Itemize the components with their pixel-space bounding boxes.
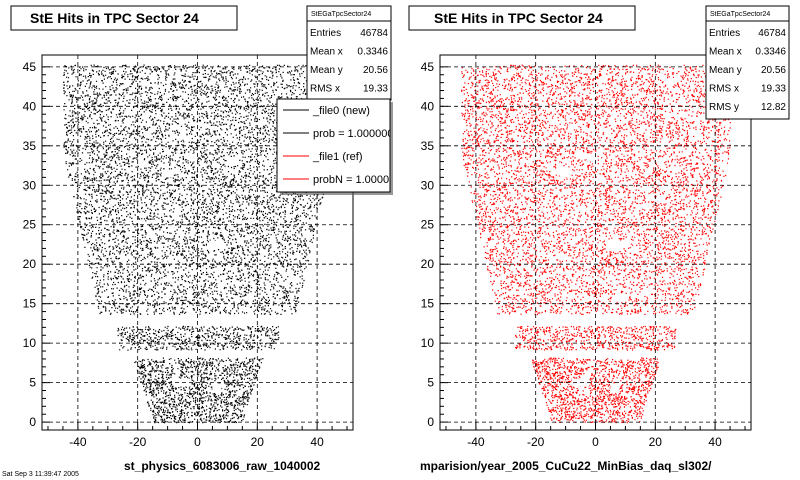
legend-label: _file1 (ref) xyxy=(312,151,363,163)
dead-pad-gap xyxy=(209,240,225,249)
stats-value: 19.33 xyxy=(363,84,388,95)
y-tick-label: 20 xyxy=(23,257,37,271)
left-title: StE Hits in TPC Sector 24 xyxy=(30,10,199,26)
stats-value: 12.82 xyxy=(761,102,786,113)
right-title-box xyxy=(408,5,636,31)
y-tick-label: 40 xyxy=(23,99,37,113)
y-tick-label: 15 xyxy=(23,297,37,311)
right-stats-box: StEGaTpcSector24 Entries 46784 Mean x 0.334… xyxy=(705,5,790,120)
y-tick-label: 20 xyxy=(421,257,435,271)
stats-label: RMS x xyxy=(709,84,739,95)
y-tick-label: 30 xyxy=(23,178,37,192)
stats-label: Mean y xyxy=(709,65,742,76)
stats-label: RMS y xyxy=(709,102,739,113)
y-tick-label: 10 xyxy=(421,336,435,350)
legend-label: prob = 1.000000 xyxy=(313,128,393,140)
y-tick-label: 25 xyxy=(421,218,435,232)
dead-pad-gap xyxy=(212,383,222,393)
y-tick-label: 0 xyxy=(29,415,36,429)
y-tick-label: 45 xyxy=(23,60,37,74)
legend-label: _file0 (new) xyxy=(312,105,370,117)
y-tick-label: 35 xyxy=(23,139,37,153)
stats-value: 20.56 xyxy=(363,65,388,76)
right-histogram-panel: StE Hits in TPC Sector 24 -40 -20 0 20 40 0 5 1… xyxy=(408,5,752,473)
y-tick-label: 25 xyxy=(23,218,37,232)
y-tick-label: 10 xyxy=(23,336,37,350)
timestamp: Sat Sep 3 11:39:47 2005 xyxy=(2,471,79,478)
stats-label: Mean x xyxy=(310,47,343,58)
stats-value: 46784 xyxy=(758,28,786,39)
right-title: StE Hits in TPC Sector 24 xyxy=(434,10,603,26)
left-plot-area: -40 -20 0 20 40 0 5 10 15 20 25 30 35 40 45 xyxy=(23,54,354,449)
right-plot-area: -40 -20 0 20 40 0 5 10 15 20 25 30 35 40 45 xyxy=(421,54,752,449)
legend-box: _file0 (new) prob = 1.000000 _file1 (ref) p… xyxy=(276,98,401,195)
scatter-points xyxy=(461,64,732,424)
y-tick-label: 0 xyxy=(427,415,434,429)
left-title-box xyxy=(10,5,238,31)
x-tick-label: -20 xyxy=(527,435,545,449)
dead-pad-gap xyxy=(559,169,572,178)
y-tick-label: 15 xyxy=(421,297,435,311)
y-tick-label: 5 xyxy=(29,376,36,390)
stats-value: 19.33 xyxy=(761,84,786,95)
dead-pad-gap xyxy=(161,169,174,178)
axes: -40 -20 0 20 40 0 5 10 15 20 25 30 35 40 45 xyxy=(23,60,348,449)
dead-pad-gap xyxy=(610,383,620,393)
grid-lines xyxy=(42,55,353,430)
stats-label: Mean y xyxy=(310,65,343,76)
x-tick-label: 0 xyxy=(592,435,599,449)
y-tick-label: 5 xyxy=(427,376,434,390)
stats-label: RMS x xyxy=(310,84,340,95)
x-tick-label: 0 xyxy=(194,435,201,449)
left-stats-box: StEGaTpcSector24 Entries 46784 Mean x 0.334… xyxy=(306,5,392,101)
stats-value: 20.56 xyxy=(761,65,786,76)
y-tick-label: 30 xyxy=(421,178,435,192)
x-tick-label: 40 xyxy=(310,435,324,449)
scatter-hits xyxy=(63,64,334,424)
stats-label: Entries xyxy=(310,28,341,39)
y-tick-label: 40 xyxy=(421,99,435,113)
stats-label: Mean x xyxy=(709,47,742,58)
y-tick-label: 45 xyxy=(421,60,435,74)
stats-value: 0.3346 xyxy=(755,47,786,58)
x-tick-label: -40 xyxy=(467,435,485,449)
axes: -40 -20 0 20 40 0 5 10 15 20 25 30 35 40 45 xyxy=(421,60,746,449)
dead-pad-gap xyxy=(586,153,596,162)
scatter-hits xyxy=(461,64,732,424)
dead-pad-gap xyxy=(188,153,198,162)
x-tick-label: -20 xyxy=(129,435,147,449)
stats-value: 0.3346 xyxy=(357,47,388,58)
x-tick-label: 20 xyxy=(649,435,663,449)
left-xlabel: st_physics_6083006_raw_1040002 xyxy=(124,459,320,473)
right-xlabel: mparision/year_2005_CuCu22_MinBias_daq_s… xyxy=(420,459,712,473)
stats-label: Entries xyxy=(709,28,740,39)
right-stats-name: StEGaTpcSector24 xyxy=(710,11,770,18)
stats-value: 46784 xyxy=(360,28,388,39)
x-tick-label: -40 xyxy=(69,435,87,449)
dead-pad-gap xyxy=(607,240,623,249)
y-tick-label: 35 xyxy=(421,139,435,153)
left-stats-name: StEGaTpcSector24 xyxy=(311,11,371,18)
x-tick-label: 40 xyxy=(708,435,722,449)
left-histogram-panel: StE Hits in TPC Sector 24 -40 -20 0 20 40 0 5 1… xyxy=(10,5,354,473)
legend-label: probN = 1.000000 xyxy=(313,174,401,186)
x-tick-label: 20 xyxy=(251,435,265,449)
